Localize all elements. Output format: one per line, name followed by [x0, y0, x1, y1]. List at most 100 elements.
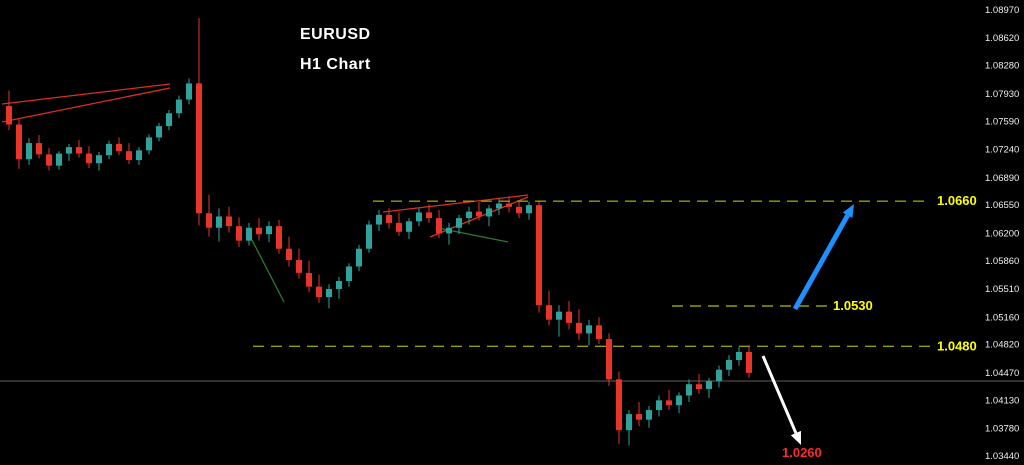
bear-candle-body: [126, 151, 132, 161]
bear-candle-body: [316, 286, 322, 298]
bull-candle-body: [26, 143, 32, 160]
y-axis-price-label: 1.07240: [985, 145, 1019, 156]
bear-candle-body: [296, 260, 302, 273]
bear-candle-body: [596, 325, 602, 340]
bear-candle-body: [546, 305, 552, 320]
bearish-projection-arrow-head: [790, 430, 801, 445]
y-axis-price-label: 1.06890: [985, 173, 1019, 184]
bull-candle-body: [406, 221, 412, 232]
bear-candle-body: [696, 384, 702, 390]
bear-candle-body: [306, 272, 312, 287]
bull-candle-body: [366, 224, 372, 249]
bull-candle-body: [326, 289, 332, 298]
bull-candle-body: [96, 155, 102, 164]
bull-candle-body: [726, 360, 732, 370]
bull-candle-body: [456, 218, 462, 228]
bull-candle-body: [56, 153, 62, 166]
bear-candle-body: [606, 339, 612, 380]
y-axis-price-label: 1.07930: [985, 89, 1019, 100]
bullish-projection-arrow-head: [842, 204, 854, 219]
y-axis-price-label: 1.07590: [985, 116, 1019, 127]
bull-candle-body: [166, 113, 172, 127]
y-axis-price-label: 1.04130: [985, 395, 1019, 406]
bull-candle-body: [646, 410, 652, 420]
bear-candle-body: [536, 205, 542, 306]
bear-candle-body: [476, 211, 482, 217]
bull-candle-body: [156, 126, 162, 138]
bear-candle-body: [196, 83, 202, 214]
chart-title: EURUSD H1 Chart: [300, 20, 371, 80]
bear-candle-body: [426, 212, 432, 219]
bull-candle-body: [736, 351, 742, 361]
bull-candle-body: [106, 143, 112, 156]
level-price-label-1.0530: 1.0530: [833, 298, 873, 313]
bear-candle-body: [256, 227, 262, 235]
y-axis-price-label: 1.08970: [985, 5, 1019, 16]
bull-candle-body: [376, 214, 382, 225]
level-price-label-1.0660: 1.0660: [937, 193, 977, 208]
bull-candle-body: [186, 83, 192, 100]
bull-candle-body: [176, 99, 182, 114]
bull-candle-body: [716, 369, 722, 381]
bear-candle-body: [396, 222, 402, 232]
bear-candle-body: [506, 203, 512, 207]
bear-candle-body: [46, 154, 52, 166]
bear-candle-body: [286, 248, 292, 261]
bearish-target-price-label: 1.0260: [782, 445, 822, 460]
bull-candle-body: [676, 395, 682, 406]
chart-symbol-label: EURUSD: [300, 26, 371, 43]
bear-candle-body: [746, 351, 752, 373]
bull-candle-body: [656, 400, 662, 411]
y-axis-price-label: 1.03780: [985, 424, 1019, 435]
bear-candle-body: [436, 218, 442, 234]
bear-candle-body: [36, 143, 42, 155]
bear-candle-body: [566, 311, 572, 323]
y-axis-price-label: 1.03440: [985, 451, 1019, 462]
bull-candle-body: [556, 311, 562, 320]
bear-candle-body: [206, 213, 212, 228]
bear-candle-body: [516, 206, 522, 214]
bull-candle-body: [706, 380, 712, 390]
bear-candle-body: [116, 143, 122, 152]
bull-candle-body: [266, 226, 272, 235]
y-axis-price-label: 1.04820: [985, 340, 1019, 351]
bear-candle-body: [6, 105, 12, 125]
bull-candle-body: [136, 150, 142, 161]
bear-candle-body: [226, 216, 232, 227]
y-axis-price-label: 1.08620: [985, 33, 1019, 44]
y-axis-price-label: 1.04470: [985, 368, 1019, 379]
bull-candle-body: [586, 325, 592, 334]
bear-candle-body: [76, 147, 82, 154]
y-axis-price-label: 1.06550: [985, 200, 1019, 211]
trendline-red: [1, 87, 171, 123]
bull-candle-body: [496, 203, 502, 209]
bearish-projection-arrow: [761, 355, 798, 434]
bull-candle-body: [356, 248, 362, 267]
y-axis-price-label: 1.05160: [985, 312, 1019, 323]
y-axis-price-label: 1.05510: [985, 284, 1019, 295]
bull-candle-body: [526, 205, 532, 214]
bull-candle-body: [346, 266, 352, 281]
bear-candle-body: [666, 400, 672, 406]
bull-candle-body: [416, 212, 422, 222]
trendline-red: [1, 83, 171, 105]
bear-candle-body: [616, 379, 622, 431]
bull-candle-body: [216, 216, 222, 228]
bull-candle-body: [466, 211, 472, 219]
bear-candle-body: [16, 124, 22, 160]
bull-candle-body: [246, 227, 252, 241]
y-axis-price-label: 1.06200: [985, 228, 1019, 239]
y-axis-price-label: 1.05860: [985, 256, 1019, 267]
bull-candle-body: [686, 384, 692, 396]
bear-candle-body: [86, 153, 92, 164]
bull-candle-body: [66, 147, 72, 154]
trendline-red: [382, 194, 529, 213]
bull-candle-body: [486, 208, 492, 217]
bull-candle-body: [446, 227, 452, 234]
bear-candle-body: [236, 226, 242, 241]
level-price-label-1.0480: 1.0480: [937, 338, 977, 353]
bear-candle-body: [576, 322, 582, 334]
bear-candle-body: [276, 226, 282, 249]
